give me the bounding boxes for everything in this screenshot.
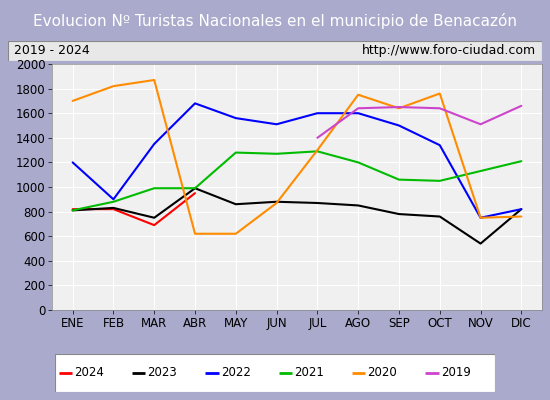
Text: 2019: 2019	[441, 366, 471, 380]
Text: 2020: 2020	[367, 366, 397, 380]
Text: 2024: 2024	[74, 366, 104, 380]
FancyBboxPatch shape	[8, 41, 542, 61]
Text: 2019 - 2024: 2019 - 2024	[14, 44, 89, 57]
FancyBboxPatch shape	[55, 354, 495, 392]
Text: 2023: 2023	[147, 366, 177, 380]
Text: 2022: 2022	[221, 366, 251, 380]
Text: Evolucion Nº Turistas Nacionales en el municipio de Benacazón: Evolucion Nº Turistas Nacionales en el m…	[33, 13, 517, 29]
Text: http://www.foro-ciudad.com: http://www.foro-ciudad.com	[362, 44, 536, 57]
Text: 2021: 2021	[294, 366, 324, 380]
